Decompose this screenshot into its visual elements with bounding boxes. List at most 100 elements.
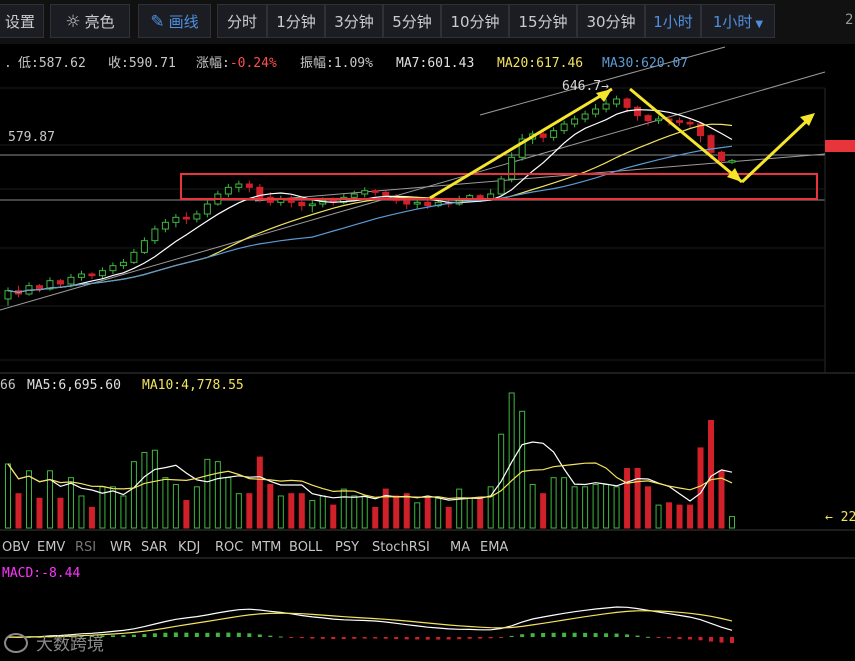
volume-bar	[46, 470, 53, 529]
indicator-tab-emv[interactable]: EMV	[37, 540, 66, 555]
candle-body	[350, 193, 358, 198]
volume-bar	[330, 504, 337, 529]
candle-body	[539, 133, 547, 138]
macd-bar	[425, 637, 430, 640]
candle-body	[298, 201, 306, 207]
volume-bar	[78, 495, 85, 529]
volume-bar	[151, 449, 158, 529]
interval-tab[interactable]: 15分钟	[509, 4, 577, 38]
volume-bar	[645, 486, 652, 529]
draw-line-button[interactable]: ✎ 画线	[138, 4, 211, 38]
indicator-tab-mtm[interactable]: MTM	[251, 540, 282, 555]
volume-bar	[372, 506, 379, 529]
macd-bar	[373, 637, 378, 639]
volume-bar	[225, 477, 232, 529]
amp-label: 振幅:	[300, 56, 334, 71]
indicator-tab-obv[interactable]: OBV	[2, 540, 30, 555]
candle-body	[140, 240, 148, 253]
candle-body	[508, 156, 516, 180]
candle-body	[371, 190, 379, 193]
macd-bar	[184, 632, 189, 637]
volume-bar	[508, 392, 515, 529]
volume-bar	[466, 497, 473, 529]
chart-canvas[interactable]: . 低:587.62 收:590.71 涨幅:-0.24% 振幅:1.09% M…	[0, 44, 855, 661]
theme-button[interactable]: ☼ 亮色	[50, 4, 130, 38]
interval-tab[interactable]: 5分钟	[383, 4, 441, 38]
indicator-tab-boll[interactable]: BOLL	[289, 540, 323, 555]
interval-dropdown[interactable]: 1小时 ▼	[701, 4, 775, 38]
volume-bar	[256, 456, 263, 529]
macd-bar	[562, 632, 567, 637]
indicator-tab-ma[interactable]: MA	[450, 540, 471, 555]
candle-body	[119, 261, 127, 267]
candle-body	[56, 280, 64, 285]
yellow-arrow-down	[629, 87, 743, 184]
indicator-tab-kdj[interactable]: KDJ	[178, 540, 201, 555]
volume-bar	[141, 451, 148, 529]
macd-bar	[215, 632, 220, 637]
volume-bar	[603, 484, 610, 529]
ma7-label: MA7:	[396, 56, 427, 71]
trend-line	[0, 71, 826, 311]
watermark-text: 大数跨境	[36, 635, 104, 655]
volume-bar	[340, 488, 347, 529]
high-marker-label: 646.7→	[562, 79, 609, 94]
macd-bar	[730, 637, 734, 644]
macd-bar	[341, 637, 346, 639]
volume-bar	[687, 504, 694, 529]
candle-body	[602, 103, 610, 110]
indicator-tab-rsi[interactable]: RSI	[75, 540, 97, 555]
low-value: 587.62	[39, 56, 86, 71]
candle-body	[224, 186, 232, 195]
volume-clip-value: 66	[0, 378, 16, 393]
volume-bar	[67, 477, 74, 529]
macd-bar	[688, 637, 693, 640]
candle-body	[308, 203, 316, 207]
macd-bar	[247, 633, 252, 637]
volume-right-marker: ← 22	[825, 510, 855, 525]
volume-bar	[235, 493, 242, 529]
candle-body	[644, 115, 652, 122]
volume-bar	[361, 495, 368, 529]
macd-bar	[677, 637, 682, 639]
volume-bar	[393, 495, 400, 529]
indicator-tab-roc[interactable]: ROC	[215, 540, 244, 555]
interval-tab[interactable]: 3分钟	[325, 4, 383, 38]
macd-bar	[530, 633, 535, 637]
settings-label: 设置	[4, 13, 35, 31]
vol-ma5-value: 6,695.60	[58, 378, 121, 393]
ma30-line	[7, 145, 733, 293]
settings-button[interactable]: 设置	[0, 4, 44, 38]
pencil-icon: ✎	[150, 12, 165, 32]
candle-body	[98, 270, 106, 277]
interval-tab[interactable]: 1分钟	[267, 4, 325, 38]
volume-bar	[298, 493, 305, 529]
indicator-tab-sar[interactable]: SAR	[141, 540, 168, 555]
interval-tab-active[interactable]: 1小时	[645, 4, 701, 38]
yellow-arrow-up	[740, 114, 814, 184]
candle-body	[697, 123, 705, 137]
macd-dif-line	[7, 606, 733, 638]
macd-bar	[446, 637, 451, 640]
ma30-label: MA30:	[602, 56, 641, 71]
macd-bar	[152, 633, 157, 637]
interval-tab[interactable]: 10分钟	[441, 4, 509, 38]
volume-bar	[172, 484, 179, 529]
indicator-tab-ema[interactable]: EMA	[480, 540, 509, 555]
macd-bar	[593, 633, 598, 637]
volume-bar	[414, 502, 421, 529]
volume-bar	[697, 447, 704, 529]
indicator-tab-psy[interactable]: PSY	[335, 540, 360, 555]
macd-bar	[89, 635, 94, 637]
volume-bar	[193, 486, 200, 529]
grid-lines	[0, 87, 855, 559]
volume-bar	[540, 493, 547, 529]
interval-tab[interactable]: 分时	[217, 4, 267, 38]
macd-bar	[362, 637, 367, 639]
indicator-tab-wr[interactable]: WR	[110, 540, 132, 555]
volume-bar	[655, 504, 662, 529]
indicator-tab-stochrsi[interactable]: StochRSI	[372, 540, 430, 555]
close-label: 收:	[108, 56, 129, 71]
macd-bar	[604, 633, 609, 637]
interval-tab[interactable]: 30分钟	[577, 4, 645, 38]
